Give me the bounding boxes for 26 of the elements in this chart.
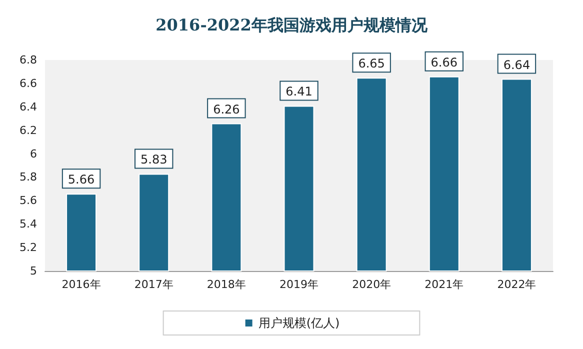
data-label: 6.26 [213,102,240,116]
x-tick-label: 2020年 [352,278,392,291]
y-tick-label: 5 [30,264,37,278]
x-tick-label: 2021年 [424,278,464,291]
data-label: 6.65 [358,56,385,71]
y-tick-label: 6.2 [20,124,37,137]
legend-label: 用户规模(亿人) [258,316,340,330]
y-tick-label: 5.4 [20,218,37,231]
y-tick-label: 6 [30,147,37,160]
data-label: 5.66 [68,172,95,187]
y-tick-label: 6.6 [20,76,37,90]
x-tick-label: 2022年 [497,278,536,291]
x-tick-label: 2017年 [134,278,174,291]
data-label: 5.83 [140,152,168,167]
chart-title: 2016-2022年我国游戏用户规模情况 [156,16,428,34]
x-tick-label: 2019年 [280,278,318,291]
data-label: 6.41 [286,84,312,99]
x-tick-label: 2016年 [62,278,101,291]
x-tick-label: 2018年 [206,278,246,291]
data-label: 6.66 [430,55,458,70]
y-tick-label: 5.6 [20,194,37,208]
y-tick-label: 6.8 [20,54,37,66]
data-label: 6.64 [503,58,530,72]
y-tick-label: 5.8 [20,170,37,184]
y-tick-label: 5.2 [20,241,37,254]
y-tick-label: 6.4 [20,100,37,114]
